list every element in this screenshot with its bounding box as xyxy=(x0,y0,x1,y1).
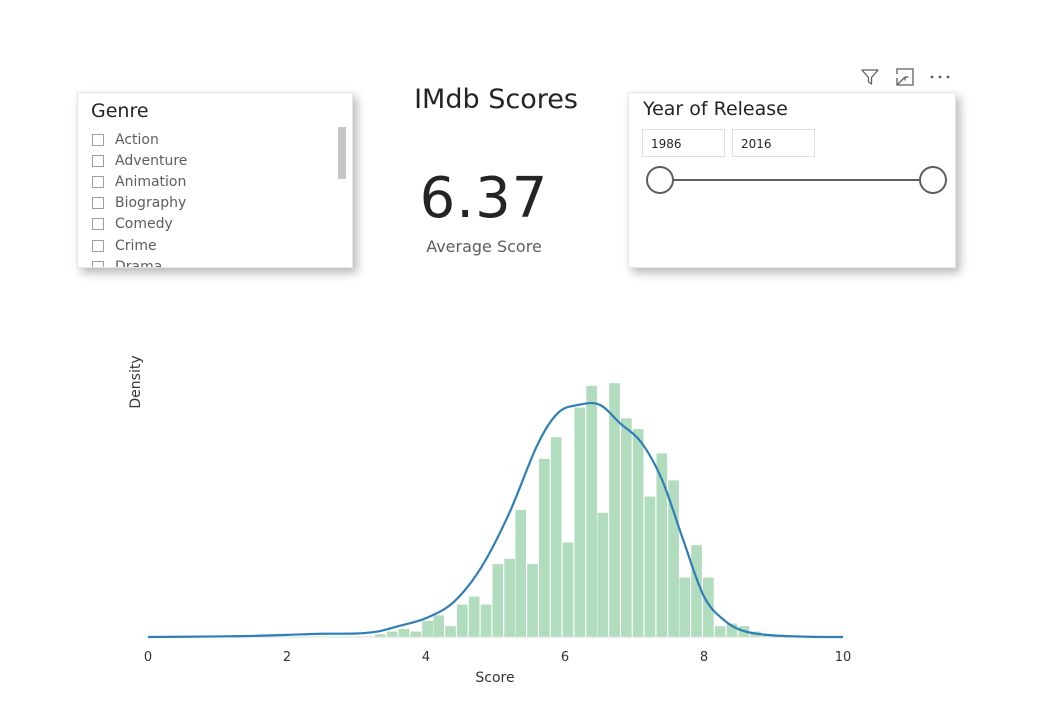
histogram-bar xyxy=(703,577,714,637)
genre-item-label: Animation xyxy=(115,173,187,190)
histogram-bar xyxy=(539,458,550,637)
x-tick-labels: 0 2 4 6 8 10 xyxy=(144,650,851,665)
x-tick-label: 8 xyxy=(700,650,708,665)
checkbox[interactable] xyxy=(92,154,104,167)
x-tick-label: 6 xyxy=(561,650,569,665)
genre-item-label: Action xyxy=(115,131,159,148)
histogram-bar xyxy=(504,558,515,637)
end-year-input[interactable]: 2016 xyxy=(732,129,815,157)
checkbox[interactable] xyxy=(92,175,104,188)
genre-item-label: Drama xyxy=(115,258,163,268)
histogram-bar xyxy=(586,385,597,637)
histogram-bar xyxy=(433,615,445,637)
year-range-end-handle[interactable] xyxy=(919,166,947,194)
histogram-bar xyxy=(468,596,480,637)
genre-item-label: Crime xyxy=(115,237,157,254)
checkbox[interactable] xyxy=(92,197,104,210)
focus-mode-icon[interactable] xyxy=(892,66,917,88)
histogram-bar xyxy=(515,510,527,637)
report-title: IMdb Scores xyxy=(414,84,578,115)
genre-scrollbar[interactable] xyxy=(338,127,346,179)
year-range-start-handle[interactable] xyxy=(646,166,674,194)
genre-slicer: Genre Action Adventure Animation Biograp… xyxy=(77,92,353,268)
average-score-value: 6.37 xyxy=(419,166,549,231)
histogram-bar xyxy=(574,407,586,637)
histogram-bar xyxy=(422,620,433,637)
histogram-bar xyxy=(527,564,538,637)
histogram-bar xyxy=(410,631,422,637)
histogram-bar xyxy=(632,429,644,637)
kde-curve xyxy=(147,401,844,639)
histogram-bar xyxy=(668,480,679,637)
more-options-icon[interactable] xyxy=(927,66,952,88)
histogram-bar xyxy=(374,634,386,637)
genre-item-drama[interactable]: Drama xyxy=(92,256,342,268)
genre-list: Action Adventure Animation Biography Com… xyxy=(92,129,342,268)
histogram-bar xyxy=(714,626,726,637)
genre-item-label: Adventure xyxy=(115,152,188,169)
histogram-bar xyxy=(726,623,738,637)
histogram-bars xyxy=(374,383,773,637)
start-year-input[interactable]: 1986 xyxy=(642,129,725,157)
genre-item-action[interactable]: Action xyxy=(92,129,342,150)
genre-item-animation[interactable]: Animation xyxy=(92,171,342,192)
histogram-bar xyxy=(398,628,410,637)
x-tick-label: 10 xyxy=(835,650,852,665)
histogram-bar xyxy=(644,496,656,637)
year-slicer: Year of Release 1986 2016 xyxy=(628,92,956,268)
x-tick-label: 0 xyxy=(144,650,152,665)
histogram-bar xyxy=(492,564,504,637)
genre-item-comedy[interactable]: Comedy xyxy=(92,214,342,235)
genre-item-label: Comedy xyxy=(115,216,173,233)
genre-item-crime[interactable]: Crime xyxy=(92,235,342,256)
year-range-track[interactable] xyxy=(660,179,932,181)
histogram-bar xyxy=(550,437,562,637)
genre-item-adventure[interactable]: Adventure xyxy=(92,150,342,171)
genre-item-biography[interactable]: Biography xyxy=(92,193,342,214)
y-axis-label: Density xyxy=(128,355,144,408)
histogram-bar xyxy=(691,545,702,637)
visual-header xyxy=(857,66,952,88)
histogram-bar xyxy=(562,542,574,637)
genre-slicer-header: Genre xyxy=(91,100,149,122)
filter-icon[interactable] xyxy=(857,66,882,88)
histogram-bar xyxy=(456,604,468,637)
checkbox[interactable] xyxy=(92,239,104,252)
year-slicer-header: Year of Release xyxy=(643,98,788,120)
histogram-bar xyxy=(386,631,398,637)
histogram-bar xyxy=(480,604,492,637)
checkbox[interactable] xyxy=(92,218,104,231)
x-tick-label: 4 xyxy=(422,650,430,665)
checkbox[interactable] xyxy=(92,133,104,146)
histogram-bar xyxy=(679,577,691,637)
x-axis-label: Score xyxy=(475,670,514,686)
checkbox[interactable] xyxy=(92,260,104,267)
genre-item-label: Biography xyxy=(115,195,187,212)
histogram-bar xyxy=(609,383,620,637)
x-tick-label: 2 xyxy=(283,650,291,665)
histogram-bar xyxy=(445,626,456,637)
histogram-bar xyxy=(597,512,609,637)
average-score-label: Average Score xyxy=(426,237,542,256)
histogram-bar xyxy=(621,418,632,637)
histogram-bar xyxy=(656,453,668,637)
